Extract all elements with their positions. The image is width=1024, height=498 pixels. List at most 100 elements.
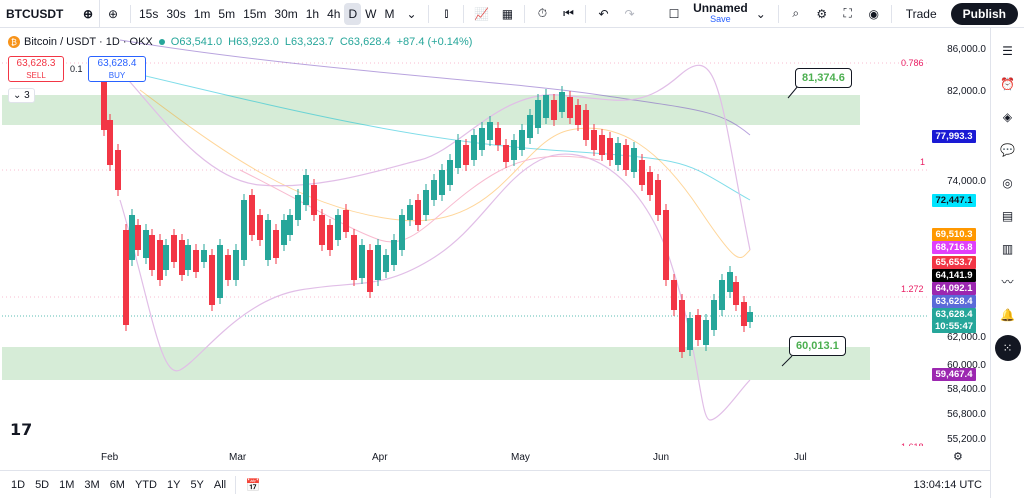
candle-body <box>383 255 389 272</box>
candle-body <box>193 250 199 272</box>
fib-level-label: 0.786 <box>901 58 924 68</box>
candle-body <box>185 245 191 270</box>
candle-body <box>359 245 365 278</box>
replay-icon[interactable]: ⏮ <box>563 6 574 20</box>
lower-price-callout[interactable]: 60,013.1 <box>789 336 846 356</box>
broadcast-icon[interactable]: 〰 <box>1001 275 1014 289</box>
time-axis-settings-icon[interactable]: ⚙ <box>953 451 963 463</box>
time-axis-label: Feb <box>101 452 119 463</box>
interval-5m[interactable]: 5m <box>218 6 236 21</box>
bell-icon[interactable]: 🔔 <box>1000 307 1015 322</box>
chevron-down-icon[interactable]: ⌄ <box>406 6 417 21</box>
price-axis-label: 86,000.0 <box>947 44 986 55</box>
trade-button[interactable]: Trade <box>905 6 937 21</box>
candle-body <box>115 150 121 190</box>
interval-1m[interactable]: 1m <box>193 6 211 21</box>
candle-body <box>733 282 739 305</box>
candle-body <box>265 220 271 260</box>
settings-gear-icon[interactable]: ⚙ <box>816 6 828 21</box>
interval-4h[interactable]: 4h <box>327 6 341 21</box>
candle-body <box>407 205 413 220</box>
candle-body <box>711 300 717 330</box>
interval-1h[interactable]: 1h <box>305 6 320 21</box>
time-axis-label: Jul <box>794 452 807 463</box>
fullscreen-icon[interactable]: ⛶ <box>843 6 852 20</box>
fib-level-label: 1 <box>920 157 926 167</box>
range-5d[interactable]: 5D <box>35 478 50 491</box>
price-chart-svg[interactable] <box>0 28 990 470</box>
candle-body <box>439 170 445 195</box>
candle-body <box>495 128 501 145</box>
candle-body <box>511 140 517 160</box>
candle-body <box>311 185 317 215</box>
candles-type-icon[interactable]: ⫾ <box>444 6 449 20</box>
camera-icon[interactable]: ◉ <box>868 6 879 21</box>
range-1y[interactable]: 1Y <box>166 478 181 491</box>
chart-canvas[interactable] <box>0 28 990 470</box>
range-6m[interactable]: 6M <box>109 478 125 491</box>
indicators-icon[interactable]: 📈 <box>473 6 489 21</box>
alert-clock-icon[interactable]: ⏱ <box>537 6 548 20</box>
sell-price: 63,628.3 <box>16 58 56 69</box>
candle-body <box>431 180 437 200</box>
watchlist-icon[interactable]: ☰ <box>1002 43 1013 58</box>
layers-icon[interactable]: ◈ <box>1002 109 1013 124</box>
candle-body <box>391 240 397 265</box>
add-symbol-icon[interactable]: ⊕ <box>82 6 93 21</box>
buy-button[interactable]: 63,628.4 BUY <box>88 56 146 82</box>
top-toolbar: BTCUSDT ⊕ ⊕ 15s 30s 1m 5m 15m 30m 1h 4h D W M ⌄ ⫾ … <box>0 0 1024 28</box>
chat-icon[interactable]: 💬 <box>1000 142 1015 157</box>
chevron-down-icon[interactable]: ⌄ <box>755 6 766 21</box>
ma-short-line <box>139 89 751 259</box>
interval-D[interactable]: D <box>344 2 362 25</box>
interval-15m[interactable]: 15m <box>243 6 267 21</box>
candle-body <box>567 97 573 118</box>
legend-open: O63,541.0 <box>170 36 223 48</box>
support-zone <box>2 347 870 380</box>
range-ytd[interactable]: YTD <box>134 478 157 491</box>
candle-body <box>695 315 701 340</box>
news-icon[interactable]: ▥ <box>1001 241 1014 256</box>
layout-name[interactable]: Unnamed Save <box>693 2 748 25</box>
range-all[interactable]: All <box>213 478 227 491</box>
range-1d[interactable]: 1D <box>11 478 26 491</box>
undo-icon[interactable]: ↶ <box>598 6 609 21</box>
bollinger-upper <box>109 59 751 251</box>
interval-30s[interactable]: 30s <box>166 6 186 21</box>
price-tag: 10:55:47 <box>932 320 976 333</box>
price-tag: 59,467.4 <box>932 368 976 381</box>
redo-icon[interactable]: ↷ <box>624 6 635 21</box>
grid-icon[interactable]: ⁙ <box>994 334 1021 361</box>
range-3m[interactable]: 3M <box>84 478 100 491</box>
interval-30m[interactable]: 30m <box>274 6 298 21</box>
candle-body <box>487 122 493 140</box>
target-icon[interactable]: ◎ <box>1002 175 1013 190</box>
alerts-icon[interactable]: ⏰ <box>1000 76 1015 91</box>
price-axis-label: 56,800.0 <box>947 409 986 420</box>
calendar-icon[interactable]: ▤ <box>1001 208 1014 223</box>
interval-15s[interactable]: 15s <box>139 6 159 21</box>
tradingview-logo[interactable]: 𝟭𝟳 <box>10 422 33 439</box>
utc-clock[interactable]: 13:04:14 UTC <box>913 479 982 491</box>
sell-button[interactable]: 63,628.3 SELL <box>8 56 64 82</box>
candle-body <box>107 120 113 165</box>
indicators-toggle[interactable]: ⌄ 3 <box>8 88 35 103</box>
interval-M[interactable]: M <box>384 6 395 21</box>
candle-body <box>351 235 357 280</box>
callout-pointer <box>787 85 799 99</box>
range-1m[interactable]: 1M <box>59 478 75 491</box>
templates-icon[interactable]: ▦ <box>501 6 514 21</box>
symbol-search[interactable]: BTCUSDT ⊕ <box>0 0 100 28</box>
publish-button[interactable]: Publish <box>950 2 1018 25</box>
layout-checkbox-icon[interactable]: ☐ <box>668 6 680 21</box>
interval-W[interactable]: W <box>365 6 377 21</box>
date-range-calendar-icon[interactable]: 📅 <box>245 477 261 492</box>
time-axis-label: Apr <box>372 452 388 463</box>
compare-plus-icon[interactable]: ⊕ <box>107 6 119 21</box>
buy-price: 63,628.4 <box>97 58 137 69</box>
upper-price-callout[interactable]: 81,374.6 <box>795 68 852 88</box>
symbol-label: BTCUSDT <box>6 6 64 21</box>
quick-search-icon[interactable]: ⌕ <box>792 6 800 20</box>
range-5y[interactable]: 5Y <box>190 478 204 491</box>
indicators-count: 3 <box>24 90 30 101</box>
